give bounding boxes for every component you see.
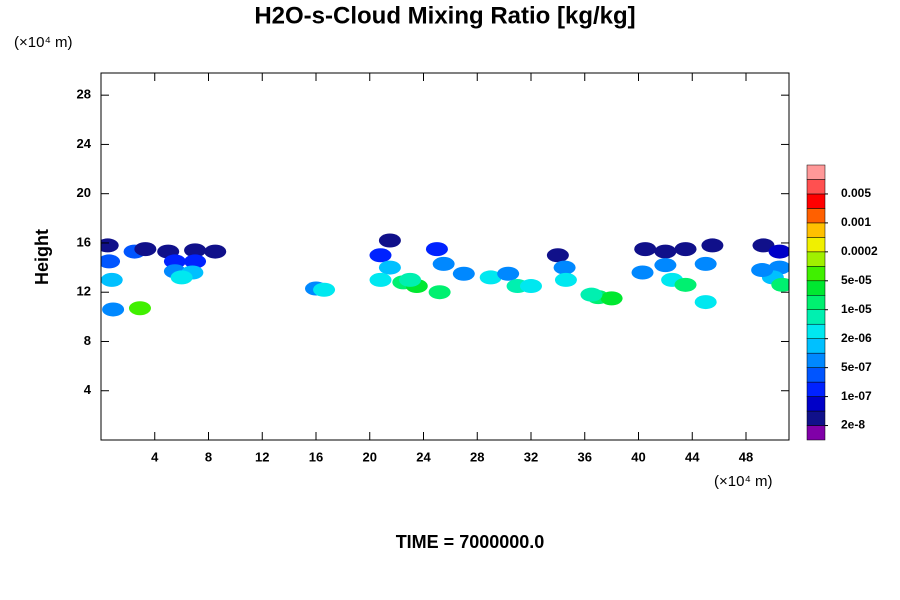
chart-title: H2O-s-Cloud Mixing Ratio [kg/kg] [254, 2, 635, 29]
colorbar-swatch [806, 237, 826, 253]
cloud-cell [600, 291, 623, 306]
cloud-cell [101, 238, 119, 253]
cloud-cell [101, 254, 121, 269]
cloud-cell [184, 243, 207, 258]
cloud-cell [634, 242, 657, 257]
colorbar-swatch [806, 193, 826, 209]
cloud-cell [674, 277, 697, 292]
x-tick-label: 16 [309, 449, 323, 464]
y-unit: (×10⁴ m) [14, 34, 73, 51]
cloud-cell [399, 272, 422, 287]
cloud-cell [369, 248, 392, 263]
cloud-cell [520, 279, 542, 294]
y-tick-label: 8 [84, 333, 91, 348]
colorbar-swatch [806, 323, 826, 339]
x-tick-label: 36 [578, 449, 592, 464]
x-tick-label: 24 [416, 449, 431, 464]
cloud-cell [694, 256, 717, 271]
cloud-cell [428, 285, 451, 300]
cloud-cell [101, 272, 123, 287]
cloud-cell [674, 242, 697, 257]
colorbar-swatch [806, 338, 826, 354]
cloud-cell [378, 233, 401, 248]
y-axis-label: Height [32, 229, 52, 285]
cloud-cell [580, 287, 603, 302]
colorbar-swatch [806, 425, 826, 441]
x-tick-label: 32 [524, 449, 538, 464]
cloud-cell [694, 295, 717, 310]
x-tick-label: 8 [205, 449, 212, 464]
cloud-cell [128, 301, 151, 316]
cloud-cell [546, 248, 569, 263]
x-tick-label: 20 [363, 449, 377, 464]
y-tick-label: 12 [77, 284, 91, 299]
colorbar-label: 0.0002 [841, 244, 878, 258]
cloud-cell [425, 242, 448, 257]
x-tick-label: 4 [151, 449, 159, 464]
cloud-cell [102, 302, 125, 317]
colorbar-swatch [806, 295, 826, 310]
cloud-cell [654, 244, 677, 259]
x-unit: (×10⁴ m) [714, 473, 773, 490]
cloud-cell [313, 282, 336, 297]
colorbar-label: 0.005 [841, 186, 871, 200]
colorbar-swatch [806, 396, 826, 412]
x-tick-label: 48 [739, 449, 753, 464]
colorbar-label: 2e-8 [841, 418, 865, 432]
colorbar-label: 1e-05 [841, 302, 872, 316]
colorbar-swatch [806, 179, 826, 195]
cloud-cell [654, 258, 677, 273]
colorbar-swatch [806, 367, 826, 383]
colorbar-swatch [806, 251, 826, 267]
contour-field [101, 233, 789, 317]
cloud-cell [771, 277, 789, 292]
colorbar-label: 1e-07 [841, 389, 872, 403]
colorbar-label: 0.001 [841, 215, 871, 229]
cloud-cell [432, 256, 455, 271]
x-tick-label: 28 [470, 449, 484, 464]
x-tick-label: 44 [685, 449, 700, 464]
y-tick-label: 24 [77, 136, 92, 151]
cloud-cell [751, 263, 774, 278]
colorbar-swatch [806, 410, 826, 426]
cloud-cell [163, 254, 186, 269]
colorbar-label: 5e-05 [841, 273, 872, 287]
colorbar-swatch [806, 352, 826, 368]
cloud-cell [701, 238, 724, 253]
cloud-cell [369, 272, 392, 287]
colorbar-swatch [806, 208, 826, 224]
colorbar-swatch [806, 381, 826, 397]
cloud-cell [479, 270, 502, 285]
y-tick-label: 20 [77, 185, 91, 200]
cloud-cell [497, 266, 520, 281]
cloud-cell [554, 272, 577, 287]
y-tick-label: 4 [84, 382, 92, 397]
cloud-cell [768, 244, 789, 259]
colorbar-swatch [806, 222, 826, 238]
cloud-cell [184, 254, 207, 269]
colorbar-swatch [806, 266, 826, 282]
x-tick-label: 12 [255, 449, 269, 464]
colorbar-swatch [806, 309, 826, 325]
cloud-cell [631, 265, 654, 280]
cloud-cell [204, 244, 227, 259]
colorbar-label: 2e-06 [841, 331, 872, 345]
footer: TIME = 7000000.0 [396, 532, 545, 552]
cloud-cell [378, 260, 401, 275]
colorbar-swatch [806, 280, 826, 296]
y-tick-label: 16 [77, 234, 91, 249]
colorbar-label: 5e-07 [841, 360, 872, 374]
cloud-cell [553, 260, 576, 275]
cloud-cell [452, 266, 475, 281]
cloud-cell [134, 242, 157, 257]
cloud-cell [752, 238, 775, 253]
plot-frame [100, 72, 790, 441]
colorbar-swatch [806, 164, 826, 180]
y-tick-label: 28 [77, 87, 91, 102]
cloud-cell [170, 270, 193, 285]
x-tick-label: 40 [631, 449, 645, 464]
